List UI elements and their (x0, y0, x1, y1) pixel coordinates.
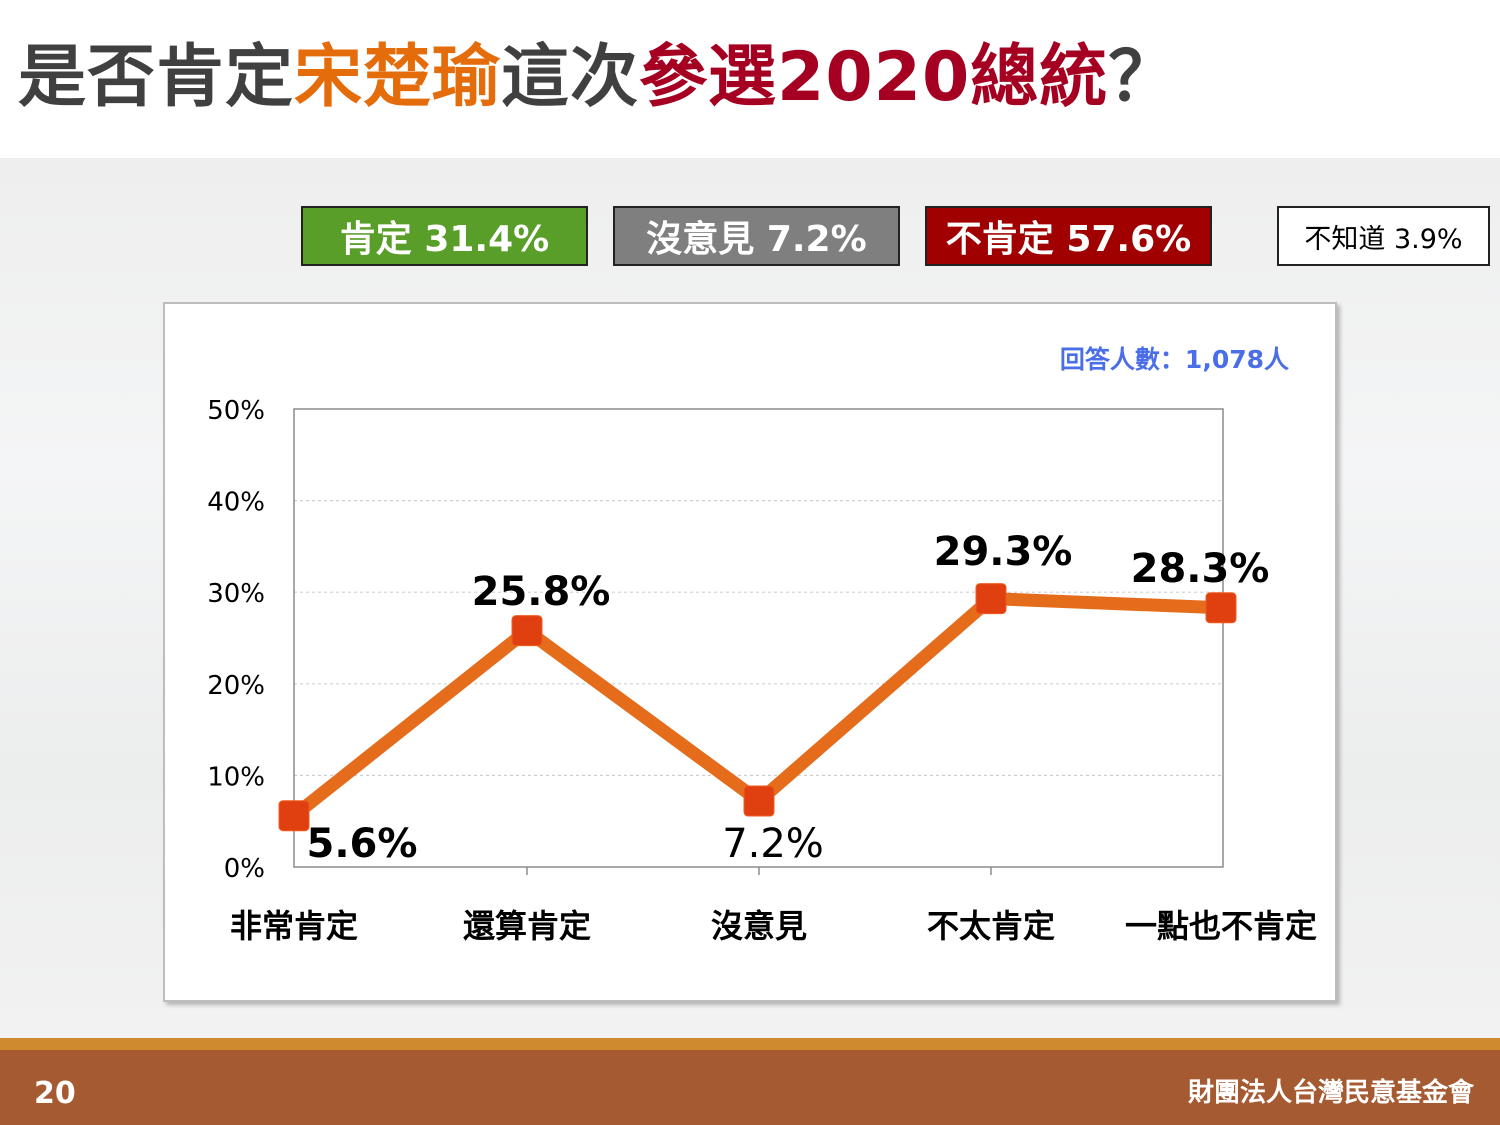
slide-title: 是否肯定宋楚瑜這次參選2020總統？ (18, 28, 1177, 128)
respondents-count: 回答人數：1,078人 (1060, 345, 1289, 374)
data-point (278, 800, 310, 832)
summary-not-affirm-box: 不肯定 57.6% (925, 206, 1212, 266)
title-segment: ？ (1108, 38, 1178, 117)
data-point (1205, 592, 1237, 624)
footer-bar: 20 財團法人台灣民意基金會 (0, 1038, 1500, 1125)
x-category-label: 不太肯定 (927, 907, 1055, 945)
y-tick-label: 0% (224, 854, 265, 884)
y-tick-label: 40% (207, 488, 265, 518)
title-segment: 是否肯定 (18, 38, 295, 117)
chart-panel: 回答人數：1,078人 0% 10% 20% 30% 40% 50% 非常肯定 還算肯定 沒意見 不… (163, 302, 1337, 1002)
y-tick-label: 20% (207, 671, 265, 701)
x-category-label: 沒意見 (711, 907, 807, 945)
data-label: 29.3% (934, 529, 1073, 575)
summary-dont-know-box: 不知道 3.9% (1277, 206, 1490, 266)
series-line (287, 592, 1228, 823)
summary-no-opinion-box: 沒意見 7.2% (613, 206, 900, 266)
organization-name: 財團法人台灣民意基金會 (1187, 1078, 1474, 1108)
data-label: 7.2% (722, 821, 824, 867)
x-category-label: 非常肯定 (230, 907, 358, 945)
line-chart: 回答人數：1,078人 0% 10% 20% 30% 40% 50% 非常肯定 還算肯定 沒意見 不… (207, 345, 1317, 945)
title-segment: 這次 (501, 38, 640, 117)
x-category-label: 還算肯定 (463, 907, 591, 945)
x-category-label: 一點也不肯定 (1125, 907, 1317, 945)
data-label: 5.6% (307, 821, 418, 867)
y-tick-label: 30% (207, 579, 265, 609)
y-tick-label: 50% (207, 396, 265, 426)
title-segment: 參選2020總統 (639, 38, 1109, 117)
title-segment: 宋楚瑜 (294, 38, 502, 117)
y-tick-label: 10% (207, 762, 265, 792)
data-label: 25.8% (472, 569, 611, 615)
data-label: 28.3% (1131, 546, 1270, 592)
data-point (743, 785, 775, 817)
data-point (511, 615, 543, 647)
data-point (975, 583, 1007, 615)
page-number: 20 (34, 1076, 76, 1111)
summary-affirm-box: 肯定 31.4% (301, 206, 588, 266)
